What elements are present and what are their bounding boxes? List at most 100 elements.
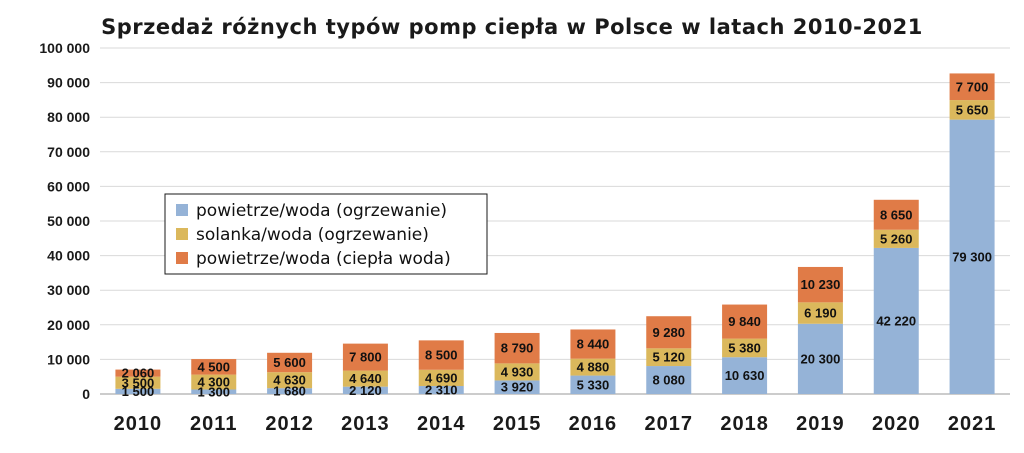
legend: powietrze/woda (ogrzewanie) solanka/woda … <box>164 193 488 275</box>
x-axis-tick-labels: 2010 2011 2012 2013 2014 2015 2016 2017 2018 2019… <box>114 413 997 435</box>
bars <box>115 73 995 394</box>
data-label: 4 880 <box>577 360 610 375</box>
bar-segment <box>191 374 237 390</box>
y-tick-label: 80 000 <box>47 109 90 125</box>
bar-segment <box>722 338 768 358</box>
bar-segment <box>267 372 313 389</box>
x-tick-label: 2017 <box>645 413 694 435</box>
data-label: 3 920 <box>501 380 534 395</box>
data-label: 8 650 <box>880 207 913 222</box>
bar-segment <box>191 389 237 394</box>
bar-segment <box>797 323 843 394</box>
data-label: 9 840 <box>728 314 761 329</box>
y-tick-label: 10 000 <box>47 351 90 367</box>
bar-segment <box>418 369 464 387</box>
x-tick-label: 2018 <box>720 413 769 435</box>
bar-segment <box>646 348 692 367</box>
legend-swatch <box>176 252 188 264</box>
y-tick-label: 50 000 <box>47 213 90 229</box>
bar-segment <box>115 369 161 377</box>
data-label: 4 630 <box>273 373 306 388</box>
bar-segment <box>494 380 540 394</box>
data-label: 2 060 <box>122 366 155 381</box>
bar-segment <box>418 386 464 394</box>
bar-segment <box>873 229 919 248</box>
x-tick-label: 2014 <box>417 413 466 435</box>
data-label: 4 500 <box>197 359 230 374</box>
x-tick-label: 2016 <box>569 413 618 435</box>
bar-segment <box>342 343 388 371</box>
legend-label: powietrze/woda (ciepła woda) <box>196 249 451 269</box>
x-tick-label: 2015 <box>493 413 542 435</box>
chart-title: Sprzedaż różnych typów pomp ciepła w Pol… <box>101 15 923 39</box>
data-label: 2 120 <box>349 383 382 398</box>
y-tick-label: 70 000 <box>47 144 90 160</box>
data-label: 9 280 <box>652 325 685 340</box>
data-label: 1 300 <box>197 384 230 399</box>
bar-segment <box>494 332 540 364</box>
bar-segment <box>115 376 161 389</box>
bar-segment <box>797 266 843 303</box>
bar-segment <box>418 340 464 370</box>
bar-segment <box>342 386 388 394</box>
data-label: 7 700 <box>956 79 989 94</box>
x-tick-label: 2013 <box>341 413 390 435</box>
y-tick-label: 20 000 <box>47 317 90 333</box>
data-label: 5 380 <box>728 340 761 355</box>
data-label: 42 220 <box>876 313 916 328</box>
data-label: 8 440 <box>577 337 610 352</box>
bar-segment <box>494 363 540 381</box>
data-label: 4 690 <box>425 370 458 385</box>
bar-segment <box>570 375 616 394</box>
y-axis-tick-labels: 0 10 000 20 000 30 000 40 000 50 000 60 000 70 … <box>39 40 90 402</box>
data-label: 5 650 <box>956 102 989 117</box>
legend-label: solanka/woda (ogrzewanie) <box>196 225 429 245</box>
x-tick-label: 2010 <box>114 413 163 435</box>
bar-segment <box>797 302 843 324</box>
x-tick-label: 2020 <box>872 413 921 435</box>
legend-swatch <box>176 228 188 240</box>
x-tick-label: 2021 <box>948 413 997 435</box>
y-tick-label: 40 000 <box>47 248 90 264</box>
data-label: 2 310 <box>425 383 458 398</box>
data-label: 4 640 <box>349 371 382 386</box>
data-label: 5 600 <box>273 355 306 370</box>
bar-segment <box>267 352 313 373</box>
data-label: 4 930 <box>501 364 534 379</box>
data-label: 1 680 <box>273 384 306 399</box>
data-label: 8 500 <box>425 348 458 363</box>
data-label: 10 630 <box>725 368 765 383</box>
bar-segment <box>646 366 692 394</box>
y-tick-label: 90 000 <box>47 75 90 91</box>
x-tick-label: 2019 <box>796 413 845 435</box>
x-tick-label: 2012 <box>265 413 314 435</box>
bar-segment <box>570 329 616 359</box>
data-label: 5 120 <box>652 350 685 365</box>
bar-segment <box>115 388 161 394</box>
bar-segment <box>873 247 919 394</box>
data-label: 8 080 <box>652 373 685 388</box>
bar-segment <box>949 119 995 394</box>
data-label: 4 300 <box>197 375 230 390</box>
bar-segment <box>722 304 768 339</box>
bar-segment <box>191 359 237 375</box>
x-tick-label: 2011 <box>190 413 237 435</box>
bar-segment <box>342 370 388 387</box>
bar-segment <box>949 100 995 120</box>
bar-segment <box>722 357 768 394</box>
legend-swatch <box>176 204 188 216</box>
data-label: 8 790 <box>501 341 534 356</box>
y-tick-label: 60 000 <box>47 178 90 194</box>
bar-segment <box>646 316 692 349</box>
data-label: 7 800 <box>349 350 382 365</box>
data-label: 1 500 <box>122 384 155 399</box>
y-tick-label: 30 000 <box>47 282 90 298</box>
bar-segment <box>949 73 995 101</box>
data-label: 5 330 <box>577 377 610 392</box>
bar-segment <box>873 199 919 230</box>
data-label: 10 230 <box>801 277 841 292</box>
data-label: 5 260 <box>880 231 913 246</box>
data-label: 20 300 <box>801 351 841 366</box>
